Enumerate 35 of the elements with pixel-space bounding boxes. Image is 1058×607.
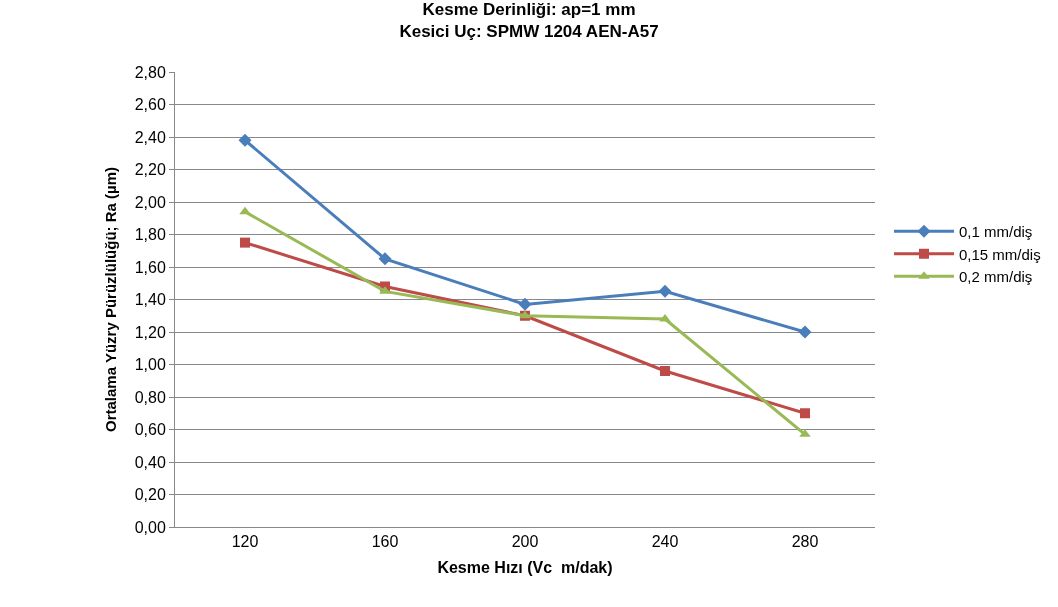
x-tick-label: 120 bbox=[231, 533, 259, 551]
point bbox=[378, 252, 392, 266]
legend-label: 0,1 mm/diş bbox=[959, 223, 1033, 241]
y-tick-label: 0,60 bbox=[134, 421, 166, 439]
y-axis-title: Ortalama Yüzry Pürüzlülüğü; Ra (µm) bbox=[101, 166, 119, 433]
point bbox=[660, 366, 670, 376]
legend-label: 0,15 mm/diş bbox=[959, 245, 1041, 263]
y-tick-label: 2,00 bbox=[134, 193, 166, 211]
y-tick-label: 1,80 bbox=[134, 226, 166, 244]
y-tick-label: 0,00 bbox=[134, 518, 166, 536]
legend-label: 0,2 mm/diş bbox=[959, 268, 1033, 286]
x-tick-label: 200 bbox=[511, 533, 539, 551]
y-tick-label: 1,60 bbox=[134, 258, 166, 276]
x-tick-label: 240 bbox=[651, 533, 679, 551]
x-tick-label: 160 bbox=[371, 533, 399, 551]
chart-title: Kesme Derinliği: ap=1 mm Kesici Uç: SPMW 1204 AEN-A57 bbox=[399, 0, 659, 42]
y-tick-label: 0,40 bbox=[134, 453, 166, 471]
y-tick-label: 1,00 bbox=[134, 356, 166, 374]
y-tick-label: 0,80 bbox=[134, 388, 166, 406]
y-tick-label: 1,20 bbox=[134, 323, 166, 341]
point bbox=[238, 133, 252, 147]
point bbox=[800, 408, 810, 419]
y-tick-label: 2,20 bbox=[134, 161, 166, 179]
x-tick-label: 280 bbox=[791, 533, 819, 551]
x-axis-title: Kesme Hızı (Vc m/dak) bbox=[437, 558, 613, 576]
y-tick-label: 2,40 bbox=[134, 128, 166, 146]
point bbox=[798, 325, 812, 339]
point bbox=[239, 206, 251, 215]
y-tick-label: 0,20 bbox=[134, 486, 166, 504]
point bbox=[518, 297, 532, 311]
point bbox=[240, 237, 250, 248]
point bbox=[658, 284, 672, 298]
y-tick-label: 1,40 bbox=[134, 291, 166, 309]
y-tick-label: 2,80 bbox=[134, 63, 166, 81]
y-tick-label: 2,60 bbox=[134, 96, 166, 114]
